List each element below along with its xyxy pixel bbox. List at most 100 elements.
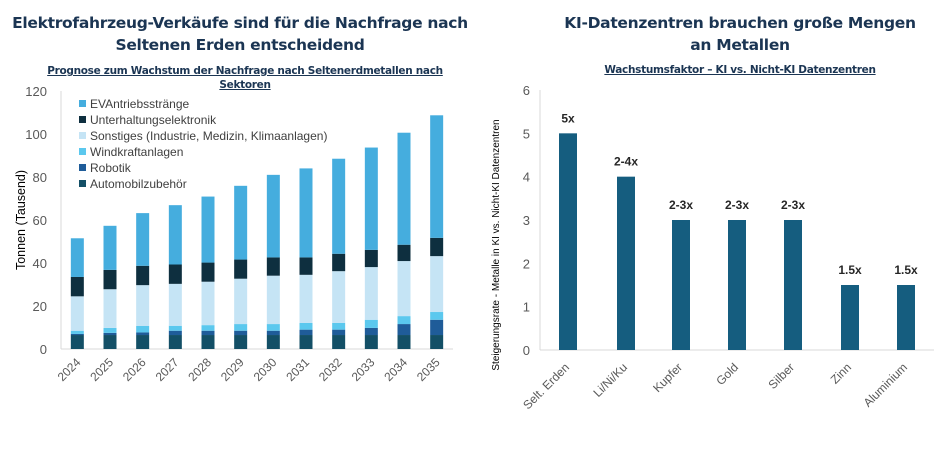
bar-segment-automobilzubehör-2027 [168, 335, 182, 349]
right-x-tick-label: Li/Ni/Ku [591, 360, 631, 400]
bar-segment-evantriebsstränge-2026 [136, 213, 150, 266]
left-x-tick-label: 2029 [218, 355, 247, 384]
bar-segment-unterhaltungselektronik-2031 [299, 257, 313, 275]
bar-segment-evantriebsstränge-2027 [168, 205, 182, 265]
bar-segment-windkraftanlagen-2026 [136, 325, 150, 333]
left-y-tick-label: 20 [33, 299, 47, 314]
bar-segment-robotik-2029 [234, 330, 248, 336]
bar-segment-windkraftanlagen-2027 [168, 325, 182, 331]
bar-segment-unterhaltungselektronik-2032 [332, 253, 346, 272]
legend-swatch [79, 180, 86, 187]
bar-segment-unterhaltungselektronik-2034 [397, 244, 411, 262]
bar-segment-automobilzubehör-2035 [430, 335, 444, 349]
bar-segment-evantriebsstränge-2030 [266, 174, 280, 258]
bar-segment-unterhaltungselektronik-2030 [266, 257, 280, 276]
left-x-tick-label: 2026 [120, 355, 149, 384]
left-x-tick-label: 2033 [349, 355, 378, 384]
data-label: 1.5x [894, 263, 918, 277]
right-y-axis-label: Steigerungsrate - Metalle in KI vs. Nich… [491, 119, 502, 370]
legend-label: Sonstiges (Industrie, Medizin, Klimaanla… [90, 129, 327, 143]
bar-segment-automobilzubehör-2030 [266, 335, 280, 349]
left-x-tick-label: 2025 [87, 355, 116, 384]
left-y-tick-label: 60 [33, 213, 47, 228]
left-x-tick-label: 2032 [316, 355, 345, 384]
right-y-tick-label: 0 [523, 343, 530, 358]
left-y-axis-label: Tonnen (Tausend) [14, 170, 28, 270]
bar-aluminium [897, 285, 915, 350]
bar-segment-windkraftanlagen-2032 [332, 322, 346, 330]
bar-segment-evantriebsstränge-2031 [299, 168, 313, 258]
right-x-tick-label: Kupfer [650, 360, 685, 395]
legend-label: Automobilzubehör [90, 177, 187, 191]
legend-swatch [79, 148, 86, 155]
bar-segment-automobilzubehör-2031 [299, 335, 313, 349]
left-chart-title: Elektrofahrzeug-Verkäufe sind für die Na… [12, 14, 468, 54]
bar-segment-automobilzubehör-2025 [103, 335, 117, 349]
bar-segment-evantriebsstränge-2032 [332, 158, 346, 254]
legend-swatch [79, 132, 86, 139]
bar-segment-evantriebsstränge-2035 [430, 115, 444, 238]
right-y-tick-label: 1 [523, 300, 530, 315]
bar-segment-automobilzubehör-2028 [201, 335, 215, 349]
bar-segment-unterhaltungselektronik-2028 [201, 262, 215, 282]
bar-segment-evantriebsstränge-2028 [201, 196, 215, 263]
data-label: 2-4x [614, 155, 638, 169]
bar-zinn [841, 285, 859, 350]
bar-segment-sonstiges-2030 [266, 275, 280, 325]
legend-label: EVAntriebsstränge [90, 97, 189, 111]
bar-segment-robotik-2026 [136, 332, 150, 336]
legend-swatch [79, 116, 86, 123]
bar-segment-sonstiges-2034 [397, 261, 411, 317]
bar-li-ni-ku [617, 176, 635, 350]
left-x-tick-label: 2030 [251, 355, 280, 384]
bar-segment-sonstiges-2031 [299, 274, 313, 323]
bar-segment-unterhaltungselektronik-2024 [70, 276, 84, 297]
legend-label: Unterhaltungselektronik [90, 113, 217, 127]
data-label: 2-3x [725, 198, 749, 212]
bar-segment-sonstiges-2027 [168, 283, 182, 326]
left-y-tick-label: 120 [25, 84, 47, 99]
bar-segment-automobilzubehör-2032 [332, 335, 346, 349]
bar-silber [784, 220, 802, 350]
bar-segment-evantriebsstränge-2029 [234, 185, 248, 260]
bar-segment-evantriebsstränge-2025 [103, 225, 117, 270]
bar-segment-windkraftanlagen-2035 [430, 312, 444, 320]
left-x-tick-label: 2035 [414, 355, 443, 384]
bar-segment-robotik-2031 [299, 329, 313, 336]
right-x-tick-label: Silber [766, 360, 798, 392]
bar-segment-windkraftanlagen-2028 [201, 325, 215, 331]
bar-segment-robotik-2027 [168, 330, 182, 336]
bar-segment-automobilzubehör-2034 [397, 335, 411, 349]
bar-segment-robotik-2024 [70, 333, 84, 336]
legend-swatch [79, 100, 86, 107]
right-y-tick-label: 4 [523, 170, 530, 185]
right-x-tick-label: Gold [713, 360, 741, 388]
bar-segment-automobilzubehör-2029 [234, 335, 248, 349]
bar-segment-unterhaltungselektronik-2033 [364, 249, 378, 268]
bar-gold [728, 220, 746, 350]
bar-segment-windkraftanlagen-2030 [266, 324, 280, 331]
right-chart-subtitle: Wachstumsfaktor – KI vs. Nicht-KI Datenz… [604, 64, 876, 76]
bar-segment-unterhaltungselektronik-2025 [103, 269, 117, 290]
left-x-tick-label: 2027 [153, 355, 182, 384]
right-x-tick-label: Selt. Erden [520, 360, 572, 412]
data-label: 2-3x [669, 198, 693, 212]
bar-segment-robotik-2032 [332, 329, 346, 336]
right-chart-title: KI-Datenzentren brauchen große Mengen an… [564, 14, 916, 54]
bar-selt-erden [559, 133, 577, 350]
bar-segment-robotik-2028 [201, 330, 215, 336]
left-x-tick-label: 2034 [381, 355, 410, 384]
bar-segment-robotik-2035 [430, 319, 444, 336]
bar-segment-sonstiges-2025 [103, 289, 117, 328]
left-y-tick-label: 40 [33, 256, 47, 271]
left-chart-subtitle: Prognose zum Wachstum der Nachfrage nach… [47, 65, 443, 91]
bar-segment-sonstiges-2028 [201, 281, 215, 326]
bar-segment-windkraftanlagen-2034 [397, 316, 411, 325]
bar-segment-windkraftanlagen-2031 [299, 322, 313, 330]
bar-segment-unterhaltungselektronik-2026 [136, 265, 150, 286]
right-y-tick-label: 5 [523, 126, 530, 141]
right-x-tick-label: Aluminium [861, 360, 911, 410]
legend-label: Windkraftanlagen [90, 145, 183, 159]
left-y-tick-label: 0 [40, 342, 47, 357]
